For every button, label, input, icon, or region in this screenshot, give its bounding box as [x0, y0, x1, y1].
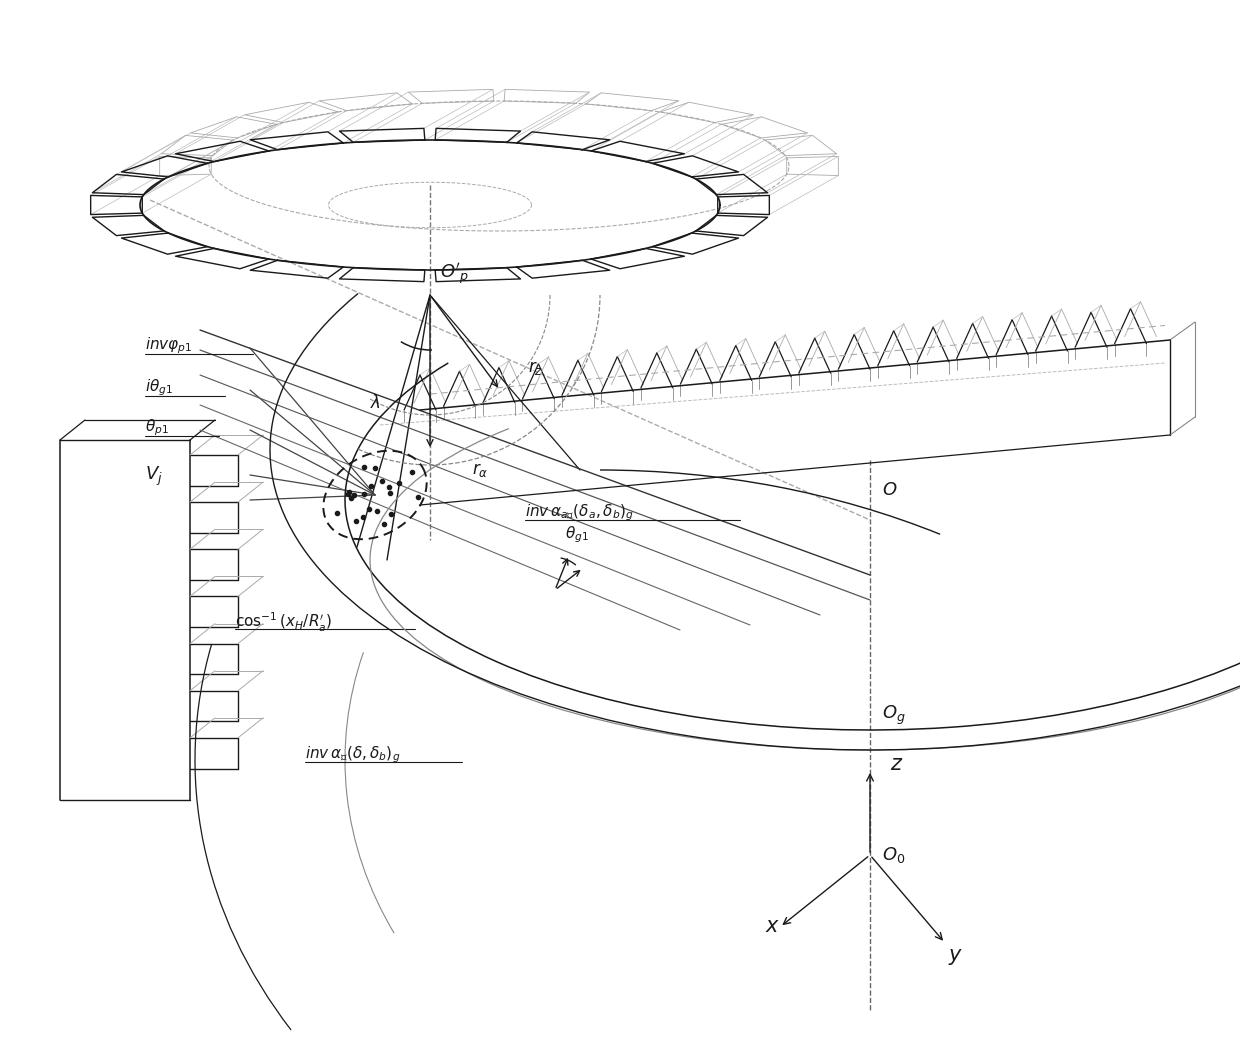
Text: $\cos^{-1}(x_H/R^\prime_a)$: $\cos^{-1}(x_H/R^\prime_a)$: [236, 610, 332, 634]
Text: $inv\varphi_{p1}$: $inv\varphi_{p1}$: [145, 336, 192, 356]
Text: $O_g$: $O_g$: [882, 703, 905, 727]
Text: $\theta_{p1}$: $\theta_{p1}$: [145, 418, 169, 438]
Text: $\theta_{g1}$: $\theta_{g1}$: [565, 525, 589, 545]
Text: $\lambda$: $\lambda$: [370, 394, 381, 412]
Text: $O'_p$: $O'_p$: [440, 262, 469, 287]
Text: $i\theta_{g1}$: $i\theta_{g1}$: [145, 378, 174, 398]
Text: $O$: $O$: [882, 480, 898, 499]
Text: $O_0$: $O_0$: [882, 845, 905, 865]
Text: $x$: $x$: [765, 918, 780, 937]
Text: $z$: $z$: [890, 755, 904, 774]
Text: $r_z$: $r_z$: [528, 359, 543, 377]
Text: $r_\alpha$: $r_\alpha$: [472, 461, 489, 479]
Text: $inv\,\alpha_{球}(\delta,\delta_b)_g$: $inv\,\alpha_{球}(\delta,\delta_b)_g$: [305, 744, 401, 766]
Text: $inv\,\alpha_{a球}(\delta_a,\delta_b)_g$: $inv\,\alpha_{a球}(\delta_a,\delta_b)_g$: [525, 503, 634, 524]
Text: $y$: $y$: [949, 947, 963, 967]
Text: $V_j$: $V_j$: [145, 465, 162, 488]
